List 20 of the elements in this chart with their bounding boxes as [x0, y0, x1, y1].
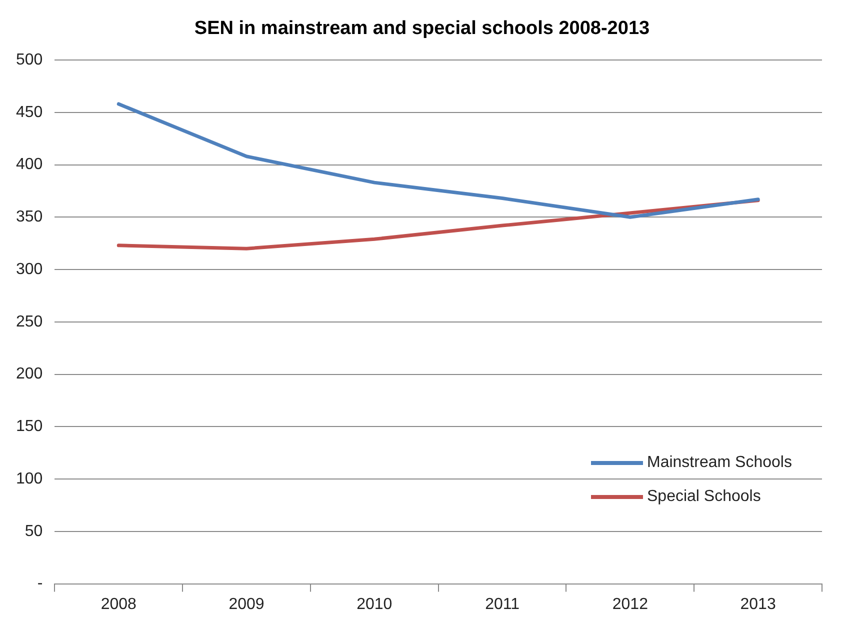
- y-tick-label: 150: [16, 418, 43, 436]
- y-tick-label: 100: [16, 470, 43, 488]
- y-tick-label: 350: [16, 208, 43, 226]
- y-tick-label: 450: [16, 104, 43, 121]
- x-tick-label: 2011: [485, 596, 520, 613]
- x-tick-label: 2010: [356, 596, 392, 613]
- x-tick-label: 2009: [228, 596, 264, 613]
- y-tick-label: -: [37, 575, 43, 592]
- x-tick-label: 2008: [100, 596, 137, 613]
- x-tick-label: 2013: [740, 596, 776, 613]
- y-tick-label: 250: [16, 313, 43, 330]
- chart-title: SEN in mainstream and special schools 2008-2013: [193, 18, 651, 40]
- y-tick-label: 50: [24, 522, 43, 540]
- legend-label: Special Schools: [647, 488, 761, 506]
- y-tick-label: 200: [16, 366, 43, 383]
- legend-label: Mainstream Schools: [647, 454, 792, 472]
- y-tick-label: 400: [16, 156, 43, 174]
- x-tick-label: 2012: [612, 596, 648, 613]
- y-tick-label: 300: [16, 260, 43, 278]
- y-tick-label: 500: [16, 51, 43, 68]
